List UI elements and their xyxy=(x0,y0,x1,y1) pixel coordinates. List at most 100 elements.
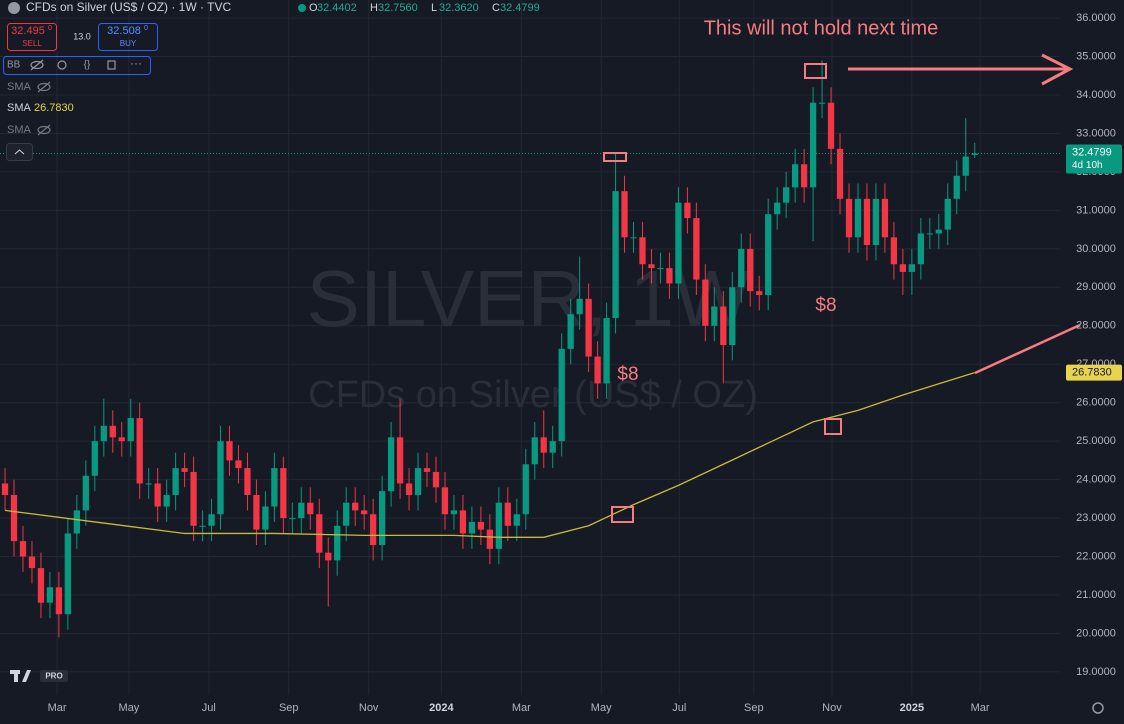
candle-body xyxy=(783,187,790,203)
candle-body xyxy=(441,487,449,515)
price-label-bg xyxy=(1066,144,1122,174)
candle-body xyxy=(531,437,538,465)
candle-body xyxy=(567,314,574,349)
candle-body xyxy=(414,468,422,495)
candle-body xyxy=(800,164,808,188)
sell-button[interactable] xyxy=(7,23,57,51)
indicator-name[interactable]: BB xyxy=(7,60,21,71)
candle-body xyxy=(890,237,898,265)
x-tick-label: Jul xyxy=(672,702,686,714)
candle-body xyxy=(711,306,718,326)
candle-body xyxy=(935,229,942,234)
x-tick-label: 2024 xyxy=(429,702,454,714)
candle-body xyxy=(378,491,386,545)
annotation-arrowhead xyxy=(1041,53,1074,86)
candle-body xyxy=(163,495,170,507)
buy-button[interactable] xyxy=(98,23,158,51)
hide-icon[interactable] xyxy=(37,125,51,135)
watermark: SILVER, 1W xyxy=(306,254,750,343)
candle-body xyxy=(666,268,673,284)
source-icon[interactable]: {} xyxy=(84,60,91,71)
candle-body xyxy=(432,471,440,488)
ohlc-value: 32.7560 xyxy=(378,2,418,14)
settings-button[interactable] xyxy=(1092,702,1104,714)
candle-body xyxy=(37,568,45,603)
sell-price: 32.495 xyxy=(11,25,45,37)
candle-body xyxy=(190,471,197,526)
sma-label: 26.7830 xyxy=(1072,366,1112,378)
candle-body xyxy=(352,502,359,511)
y-tick-label: 26.0000 xyxy=(1076,397,1116,409)
candle-body xyxy=(953,175,960,199)
candle-body xyxy=(495,502,502,549)
indicator-name[interactable]: SMA xyxy=(7,102,32,114)
ohlc-label: C xyxy=(492,2,500,14)
candle-body xyxy=(145,483,152,485)
candle-body xyxy=(729,287,736,345)
candle-body xyxy=(289,518,296,520)
logo-mark xyxy=(14,670,18,682)
candle-body xyxy=(612,191,619,319)
candle-body xyxy=(468,521,476,534)
candle-body xyxy=(82,475,89,511)
indicator-name[interactable]: SMA xyxy=(7,81,32,93)
candle-body xyxy=(962,156,969,176)
candle-body xyxy=(881,198,889,238)
candle-body xyxy=(271,468,278,507)
countdown: 4d 10h xyxy=(1072,160,1103,171)
candle-body xyxy=(558,348,565,442)
y-tick-label: 30.0000 xyxy=(1076,243,1116,255)
x-tick-label: Sep xyxy=(744,702,764,714)
settings-icon[interactable] xyxy=(57,60,67,70)
candle-body xyxy=(19,541,27,557)
hide-icon[interactable] xyxy=(30,60,44,70)
symbol-title[interactable]: CFDs on Silver (US$ / OZ) · 1W · TVC xyxy=(26,0,231,14)
collapse-button[interactable] xyxy=(6,143,33,161)
hide-icon[interactable] xyxy=(37,82,51,92)
buy-label: BUY xyxy=(120,39,137,48)
annotation-box xyxy=(824,418,842,435)
candle-body xyxy=(307,502,314,515)
candle-body xyxy=(118,437,125,442)
candle-body xyxy=(10,495,18,542)
candle-body xyxy=(181,468,188,472)
candle-body xyxy=(73,510,80,534)
more-icon[interactable]: ··· xyxy=(130,56,142,70)
x-tick-label: May xyxy=(591,702,612,714)
annotation-text: $8 xyxy=(617,364,638,385)
y-tick-label: 20.0000 xyxy=(1076,627,1116,639)
candle-body xyxy=(405,483,413,495)
candle-body xyxy=(747,248,754,292)
candle-body xyxy=(127,418,134,442)
y-tick-label: 35.0000 xyxy=(1076,50,1116,62)
annotation-box xyxy=(603,152,627,162)
x-tick-label: Mar xyxy=(512,702,531,714)
annotation-text: This will not hold next time xyxy=(704,17,939,39)
y-tick-label: 21.0000 xyxy=(1076,589,1116,601)
candle-body xyxy=(370,514,377,545)
x-tick-label: 2025 xyxy=(900,702,924,714)
candle-body xyxy=(765,214,772,295)
candle-body xyxy=(872,198,880,245)
hide-icon-slash xyxy=(30,59,44,71)
candle-body xyxy=(917,233,924,265)
x-tick-label: Jul xyxy=(202,702,216,714)
ohlc-label: L xyxy=(431,2,437,14)
y-tick-label: 36.0000 xyxy=(1076,12,1116,24)
candle-body xyxy=(280,468,287,519)
axes: 19.0000 20.0000 21.0000 22.0000 23.0000 24.00… xyxy=(48,12,1122,714)
delete-icon[interactable] xyxy=(107,60,116,70)
candle-body xyxy=(208,514,215,526)
indicator-name[interactable]: SMA xyxy=(7,124,32,136)
annotation-box xyxy=(611,506,634,523)
candle-body xyxy=(64,533,72,615)
ohlc-legend: O 32.4402 H 32.7560 L 32.3620 C 32.4799 xyxy=(309,2,540,14)
candle-body xyxy=(863,198,871,245)
candle-body xyxy=(217,441,224,515)
candle-body xyxy=(334,525,341,561)
candle-body xyxy=(971,153,978,155)
candle-body xyxy=(684,202,691,219)
x-tick-label: Sep xyxy=(279,702,299,714)
